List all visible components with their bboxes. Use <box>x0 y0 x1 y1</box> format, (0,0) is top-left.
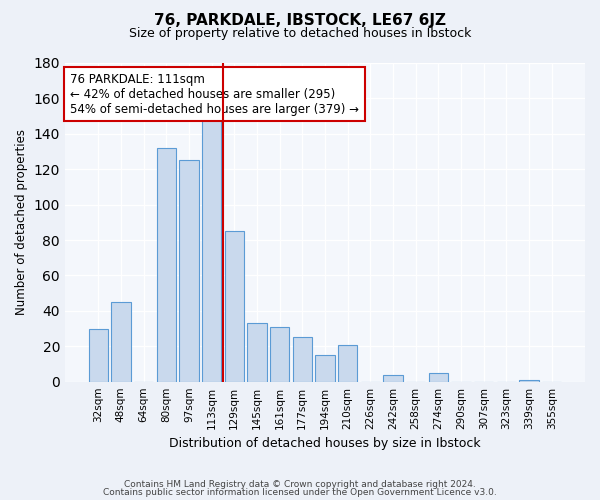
Bar <box>157 148 176 382</box>
Bar <box>293 338 312 382</box>
Bar <box>224 231 244 382</box>
Bar <box>179 160 199 382</box>
Bar <box>383 374 403 382</box>
Bar <box>520 380 539 382</box>
Bar <box>247 324 266 382</box>
Bar <box>338 344 357 382</box>
X-axis label: Distribution of detached houses by size in Ibstock: Distribution of detached houses by size … <box>169 437 481 450</box>
Bar <box>316 355 335 382</box>
Y-axis label: Number of detached properties: Number of detached properties <box>15 130 28 316</box>
Bar <box>429 373 448 382</box>
Text: 76 PARKDALE: 111sqm
← 42% of detached houses are smaller (295)
54% of semi-detac: 76 PARKDALE: 111sqm ← 42% of detached ho… <box>70 72 359 116</box>
Bar <box>202 120 221 382</box>
Bar <box>89 328 108 382</box>
Text: 76, PARKDALE, IBSTOCK, LE67 6JZ: 76, PARKDALE, IBSTOCK, LE67 6JZ <box>154 12 446 28</box>
Bar <box>111 302 131 382</box>
Text: Contains HM Land Registry data © Crown copyright and database right 2024.: Contains HM Land Registry data © Crown c… <box>124 480 476 489</box>
Bar <box>270 327 289 382</box>
Text: Size of property relative to detached houses in Ibstock: Size of property relative to detached ho… <box>129 28 471 40</box>
Text: Contains public sector information licensed under the Open Government Licence v3: Contains public sector information licen… <box>103 488 497 497</box>
